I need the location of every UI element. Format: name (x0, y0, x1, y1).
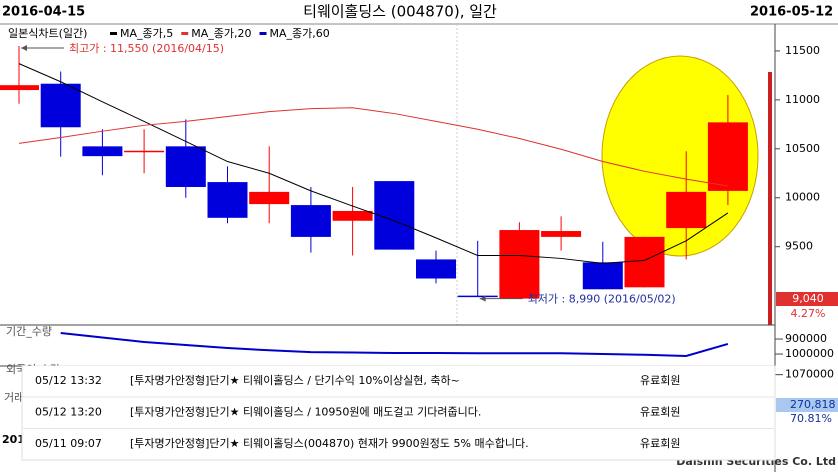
message-time: 05/12 13:32 (35, 374, 102, 387)
candle-body (499, 230, 540, 299)
value-box (776, 398, 838, 412)
y-tick-label: 1070000 (785, 368, 834, 381)
candle-body (82, 146, 123, 157)
price-change: 4.27% (791, 307, 826, 320)
row-bg (23, 397, 774, 428)
y-tick-label: 10500 (785, 142, 820, 155)
message-time: 05/11 09:07 (35, 437, 102, 450)
candle-body (416, 259, 456, 279)
candle-body (0, 85, 39, 91)
y-tick-label: 11500 (785, 44, 820, 57)
candle-body (541, 231, 582, 237)
arrow-head (479, 295, 486, 302)
trade-value: 270,818 (790, 398, 836, 411)
legend-entry: MA_종가,5 (120, 27, 173, 40)
message-row[interactable]: 05/12 13:20 [투자명가안정형]단기★ 티웨이홀딩스 / 10950원에… (23, 397, 774, 428)
legend-label: 일본식차트(일간) (8, 26, 87, 40)
legend-swatch (110, 32, 117, 35)
current-price: 9,040 (792, 292, 824, 305)
date-fragment: 201 (2, 433, 25, 446)
candle-body (249, 191, 290, 205)
ma-line (18, 107, 728, 187)
candle-body (666, 191, 707, 229)
y-tick-label: 11000 (785, 93, 820, 106)
row-bg (23, 429, 774, 459)
panel-label: 거래 (4, 391, 24, 404)
y-tick-label: 9500 (785, 240, 813, 253)
y-tick-label: 900000 (785, 332, 827, 345)
trade-ratio: 70.81% (790, 412, 832, 425)
candle-body (707, 122, 748, 191)
message-text: [투자명가안정형]단기★ 티웨이홀딩스(004870) 현재가 9900원정도 … (130, 437, 529, 450)
y-tick-label: 1000000 (785, 347, 834, 360)
price-box (776, 292, 838, 306)
candle-body (124, 150, 165, 153)
message-text: [투자명가안정형]단기★ 티웨이홀딩스 / 단기수익 10%이상실현, 축하~ (130, 373, 460, 387)
price-bar (768, 72, 772, 325)
legend-entry: MA_종가,60 (270, 27, 330, 40)
candle-body (374, 181, 415, 250)
candle-body (624, 236, 665, 288)
message-row[interactable]: 05/12 13:32 [투자명가안정형]단기★ 티웨이홀딩스 / 단기수익 10… (23, 366, 774, 396)
message-text: [투자명가안정형]단기★ 티웨이홀딩스 / 10950원에 매도걸고 기다려줍니… (130, 406, 481, 419)
candle-body (40, 83, 81, 128)
annotation: 최저가 : 8,990 (2016/05/02) (528, 293, 676, 306)
legend-swatch (259, 32, 267, 35)
candle-body (207, 182, 248, 218)
row-bg (23, 366, 774, 396)
legend-entry: MA_종가,20 (191, 27, 251, 40)
candle-body (457, 295, 498, 298)
arrow-head (21, 45, 27, 52)
annotation: 최고가 : 11,550 (2016/04/15) (69, 42, 224, 55)
legend-swatch (181, 32, 189, 35)
highlight-ellipse (601, 55, 759, 257)
candle-body (290, 205, 331, 237)
message-time: 05/12 13:20 (35, 406, 102, 419)
candle-body (582, 262, 623, 290)
candle-body (332, 210, 373, 221)
candle-body (165, 146, 206, 187)
start-date: 2016-04-15 (2, 5, 85, 20)
message-member: 유료회원 (640, 437, 680, 450)
ma-line (18, 63, 729, 264)
message-member: 유료회원 (640, 406, 680, 419)
chart-title: 티웨이홀딩스 (004870), 일간 (303, 3, 497, 21)
message-row[interactable]: 05/11 09:07 [투자명가안정형]단기★ 티웨이홀딩스(004870) 현… (23, 429, 774, 459)
volume-line (60, 332, 729, 357)
y-tick-label: 10000 (785, 191, 820, 204)
panel-label: 기간_수량 (6, 325, 52, 338)
end-date: 2016-05-12 (750, 5, 833, 20)
message-member: 유료회원 (640, 374, 680, 387)
